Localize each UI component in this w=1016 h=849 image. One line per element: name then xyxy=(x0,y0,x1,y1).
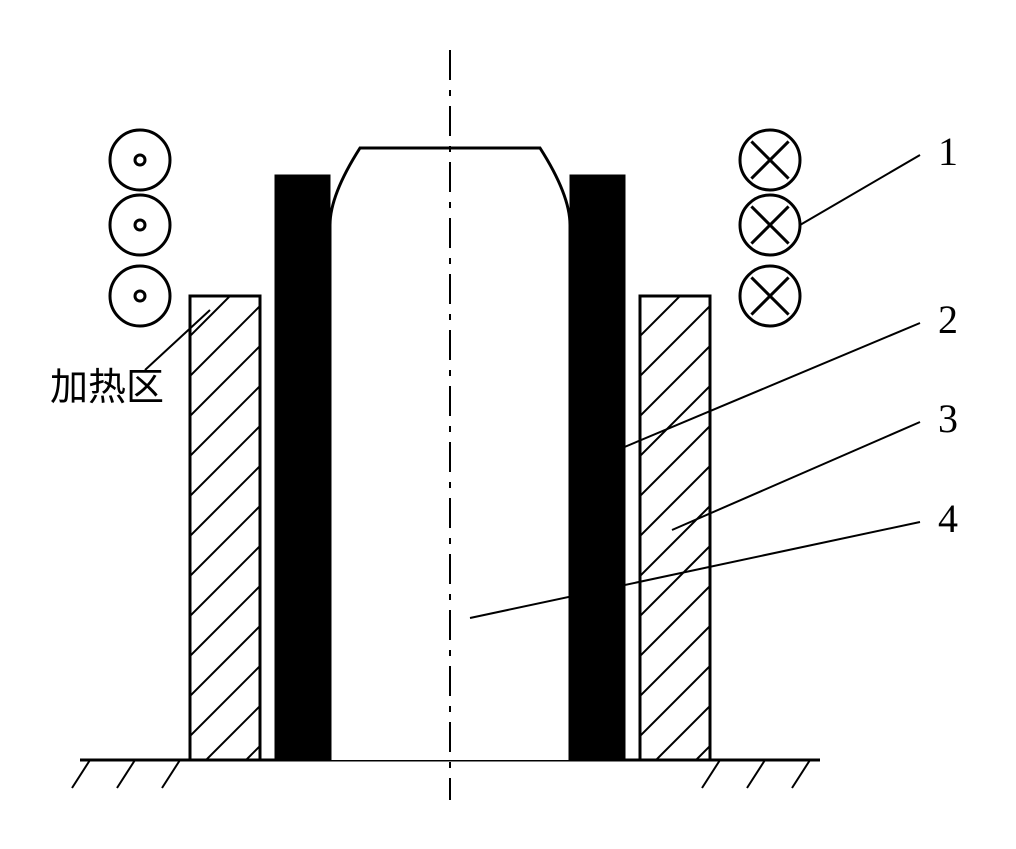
coil-left-1 xyxy=(110,195,170,255)
ground-hatch xyxy=(117,760,135,788)
coil-left-0 xyxy=(110,130,170,190)
coil-left-dot-1 xyxy=(135,220,145,230)
ground-hatch xyxy=(792,760,810,788)
coil-left-dot-0 xyxy=(135,155,145,165)
callout-label-3: 3 xyxy=(938,396,958,441)
callout-label-2: 2 xyxy=(938,297,958,342)
callout-line-2 xyxy=(603,323,920,456)
callout-label-1: 1 xyxy=(938,129,958,174)
ground-hatch xyxy=(702,760,720,788)
outer-block-hatch-left xyxy=(190,186,260,849)
callout-label-4: 4 xyxy=(938,496,958,541)
ground-hatch xyxy=(747,760,765,788)
coil-left-dot-2 xyxy=(135,291,145,301)
black-bar-right xyxy=(570,175,625,760)
engineering-diagram: 1 2 3 4 加热区 xyxy=(0,0,1016,849)
black-bar-left xyxy=(275,175,330,760)
heating-zone-leader xyxy=(145,310,210,370)
callout-line-1 xyxy=(800,155,920,225)
ground-hatch xyxy=(162,760,180,788)
coil-left-2 xyxy=(110,266,170,326)
ground-hatch xyxy=(72,760,90,788)
heating-zone-label: 加热区 xyxy=(50,367,164,409)
